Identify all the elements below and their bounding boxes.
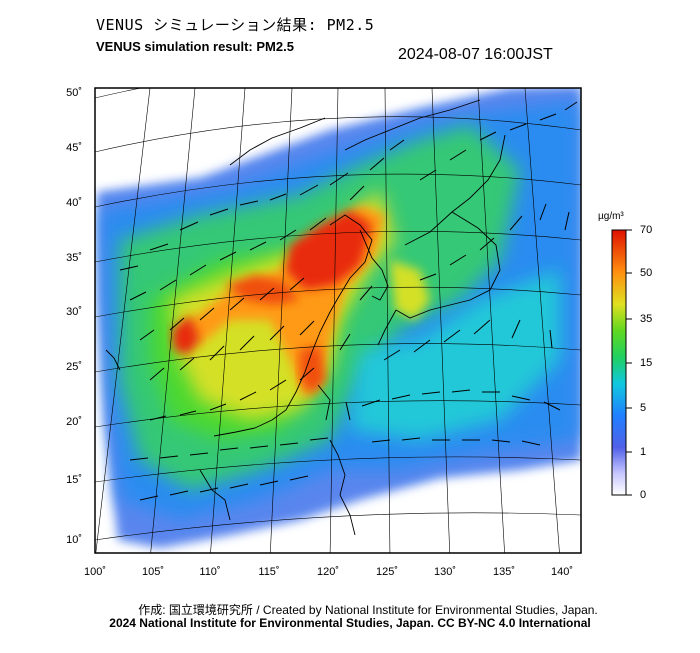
lon-label-130: 130˚ — [433, 566, 457, 578]
credit-line: 作成: 国立環境研究所 / Created by National Instit… — [138, 603, 598, 617]
lon-label-135: 135˚ — [492, 566, 516, 578]
colorbar — [611, 229, 627, 496]
lon-label-140: 140˚ — [550, 566, 574, 578]
colorbar-label-0: 0 — [640, 489, 647, 501]
lat-label-40: 40˚ — [66, 197, 82, 209]
lat-label-30: 30˚ — [66, 306, 82, 318]
page-title-en: VENUS simulation result: PM2.5 — [96, 39, 294, 54]
colorbar-unit: µg/m³ — [598, 211, 624, 222]
lat-label-25: 25˚ — [66, 361, 82, 373]
lat-label-50: 50˚ — [66, 87, 82, 99]
lon-label-120: 120˚ — [316, 566, 340, 578]
lon-label-125: 125˚ — [375, 566, 399, 578]
page-title-ja: VENUS シミュレーション結果: PM2.5 — [96, 16, 375, 34]
lat-label-20: 20˚ — [66, 416, 82, 428]
colorbar-label-35: 35 — [640, 313, 653, 325]
lat-label-15: 15˚ — [66, 474, 82, 486]
map-frame — [94, 87, 582, 554]
lat-label-10: 10˚ — [66, 534, 82, 546]
timestamp: 2024-08-07 16:00JST — [398, 46, 553, 63]
lat-label-35: 35˚ — [66, 252, 82, 264]
lon-label-100: 100˚ — [83, 566, 107, 578]
graticule — [95, 88, 581, 553]
license-line: 2024 National Institute for Environmenta… — [109, 616, 591, 630]
colorbar-label-15: 15 — [640, 357, 653, 369]
wind-vectors — [119, 101, 578, 501]
lon-label-105: 105˚ — [141, 566, 165, 578]
colorbar-ticks — [626, 229, 632, 496]
coastlines — [105, 99, 506, 536]
colorbar-label-5: 5 — [640, 402, 647, 414]
lon-label-110: 110˚ — [199, 566, 221, 578]
colorbar-label-1: 1 — [640, 446, 647, 458]
lon-label-115: 115˚ — [258, 566, 280, 578]
colorbar-label-70: 70 — [640, 224, 653, 236]
concentration-field — [95, 88, 581, 553]
lat-label-45: 45˚ — [66, 142, 82, 154]
colorbar-label-50: 50 — [640, 267, 653, 279]
